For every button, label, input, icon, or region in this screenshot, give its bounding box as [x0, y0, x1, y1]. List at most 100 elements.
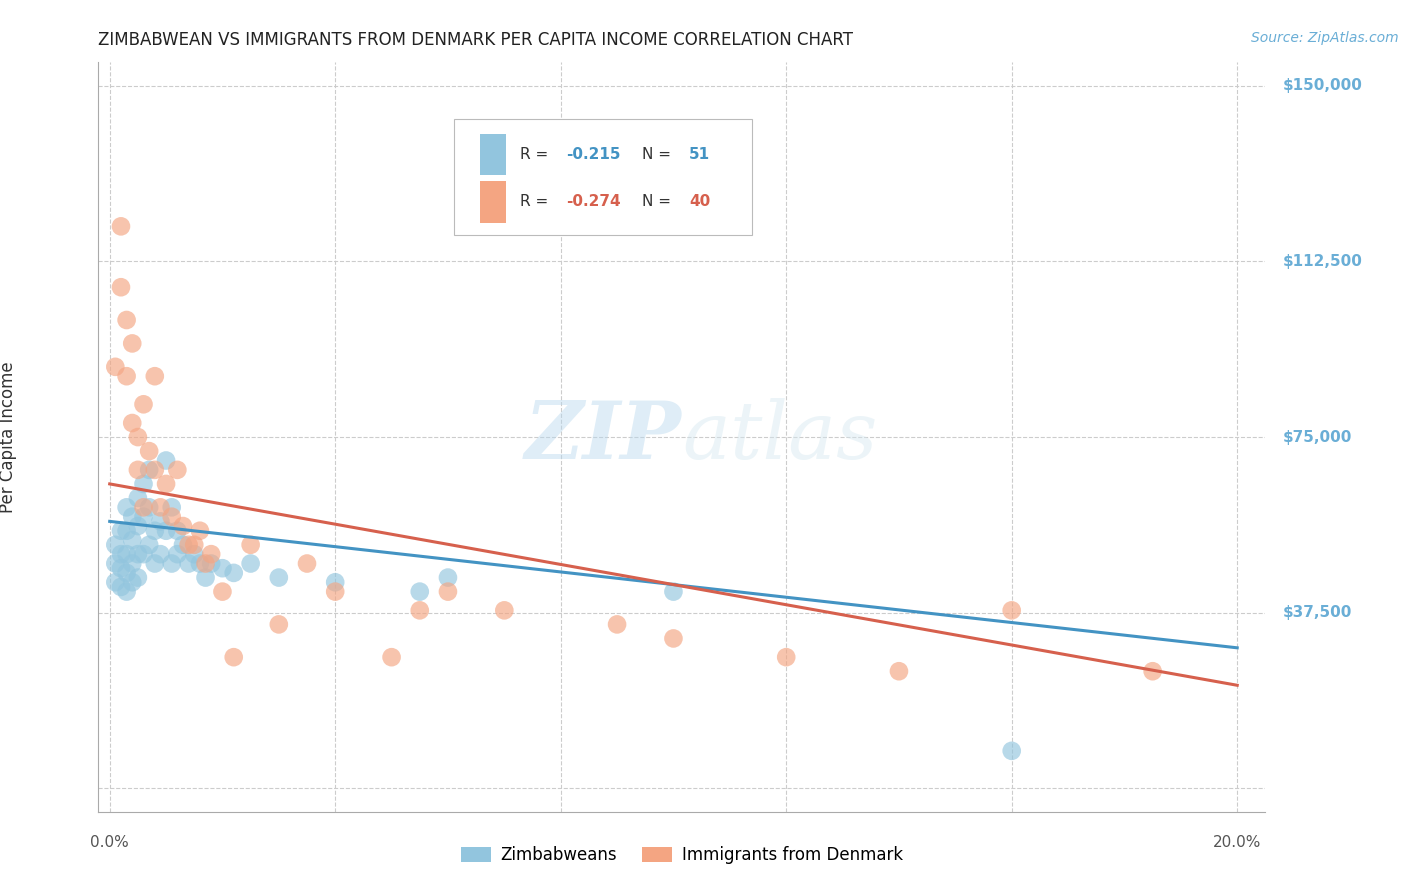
Point — [104, 359, 127, 374]
Text: 40: 40 — [689, 194, 710, 210]
Point — [110, 524, 132, 538]
Point — [1001, 603, 1024, 617]
Point — [149, 547, 172, 561]
Point — [149, 514, 172, 528]
Point — [132, 500, 155, 515]
Point — [177, 538, 200, 552]
Point — [143, 557, 166, 571]
Point — [115, 566, 138, 580]
Point — [267, 571, 290, 585]
Point — [115, 524, 138, 538]
Point — [132, 476, 155, 491]
Text: -0.274: -0.274 — [567, 194, 621, 210]
Point — [172, 519, 194, 533]
FancyBboxPatch shape — [479, 134, 506, 175]
Point — [437, 584, 460, 599]
Point — [155, 524, 177, 538]
Point — [183, 538, 205, 552]
Legend: Zimbabweans, Immigrants from Denmark: Zimbabweans, Immigrants from Denmark — [454, 839, 910, 871]
FancyBboxPatch shape — [454, 119, 752, 235]
Point — [211, 584, 233, 599]
Point — [155, 453, 177, 467]
Point — [121, 416, 143, 430]
Text: N =: N = — [643, 147, 676, 162]
Point — [132, 547, 155, 561]
Point — [437, 571, 460, 585]
Point — [115, 313, 138, 327]
Point — [606, 617, 628, 632]
Point — [662, 584, 685, 599]
Point — [115, 584, 138, 599]
Point — [222, 650, 245, 665]
Point — [138, 500, 160, 515]
Point — [121, 533, 143, 547]
Point — [110, 561, 132, 575]
Point — [115, 500, 138, 515]
Point — [127, 463, 149, 477]
Point — [194, 557, 217, 571]
Text: R =: R = — [520, 147, 553, 162]
Point — [104, 538, 127, 552]
Point — [127, 547, 149, 561]
Point — [1001, 744, 1024, 758]
Point — [121, 336, 143, 351]
Point — [155, 476, 177, 491]
Point — [267, 617, 290, 632]
Point — [323, 575, 346, 590]
Point — [160, 509, 183, 524]
Point — [160, 557, 183, 571]
Text: $112,500: $112,500 — [1282, 254, 1362, 269]
Text: $37,500: $37,500 — [1282, 605, 1351, 620]
Point — [323, 584, 346, 599]
Point — [183, 547, 205, 561]
Point — [127, 491, 149, 505]
Point — [121, 557, 143, 571]
Point — [887, 664, 910, 679]
Point — [115, 547, 138, 561]
Point — [143, 463, 166, 477]
Text: ZIP: ZIP — [524, 399, 682, 475]
Point — [104, 557, 127, 571]
Text: atlas: atlas — [682, 399, 877, 475]
Point — [188, 524, 211, 538]
Point — [104, 575, 127, 590]
Point — [662, 632, 685, 646]
Text: -0.215: -0.215 — [567, 147, 621, 162]
Point — [110, 547, 132, 561]
Point — [132, 509, 155, 524]
Text: 0.0%: 0.0% — [90, 835, 129, 850]
Point — [409, 584, 432, 599]
Text: 20.0%: 20.0% — [1213, 835, 1261, 850]
Point — [115, 369, 138, 384]
Point — [222, 566, 245, 580]
Point — [127, 571, 149, 585]
Point — [149, 500, 172, 515]
Text: 51: 51 — [689, 147, 710, 162]
Point — [295, 557, 318, 571]
Point — [194, 571, 217, 585]
Point — [110, 280, 132, 294]
Point — [211, 561, 233, 575]
Text: $75,000: $75,000 — [1282, 430, 1351, 444]
Point — [138, 538, 160, 552]
Text: Per Capita Income: Per Capita Income — [0, 361, 17, 513]
FancyBboxPatch shape — [479, 181, 506, 223]
Text: $150,000: $150,000 — [1282, 78, 1362, 94]
Point — [775, 650, 797, 665]
Point — [409, 603, 432, 617]
Text: R =: R = — [520, 194, 553, 210]
Point — [200, 557, 222, 571]
Point — [127, 430, 149, 444]
Point — [121, 575, 143, 590]
Point — [160, 500, 183, 515]
Point — [166, 547, 188, 561]
Point — [143, 369, 166, 384]
Point — [166, 524, 188, 538]
Point — [239, 538, 262, 552]
Point — [127, 519, 149, 533]
Point — [1142, 664, 1164, 679]
Point — [381, 650, 404, 665]
Point — [172, 538, 194, 552]
Point — [188, 557, 211, 571]
Point — [110, 580, 132, 594]
